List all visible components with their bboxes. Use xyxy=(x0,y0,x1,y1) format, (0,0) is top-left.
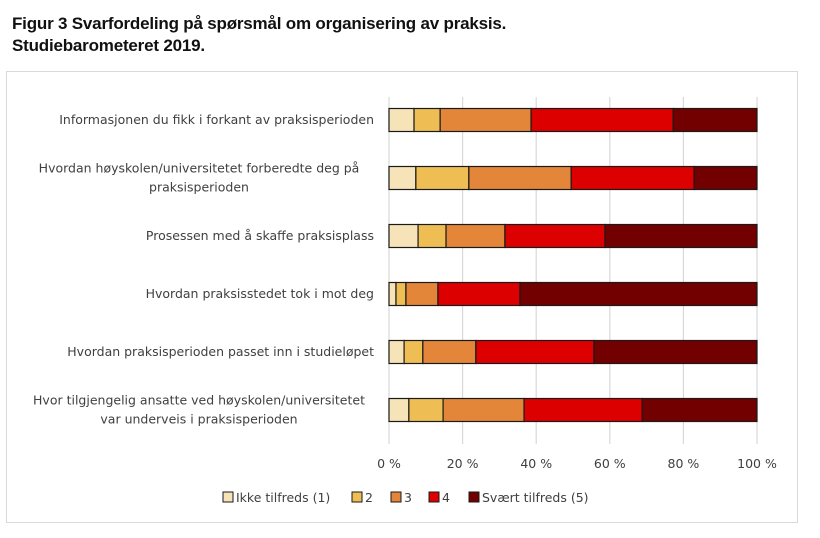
legend-item: 4 xyxy=(428,490,450,505)
bar-segment xyxy=(641,397,758,423)
category-label-line: praksisperioden xyxy=(149,180,249,195)
legend-swatch xyxy=(351,491,363,503)
bar-segment xyxy=(395,281,407,307)
bar-segment xyxy=(388,107,415,133)
legend-swatch xyxy=(390,491,402,503)
legend-label: Ikke tilfreds (1) xyxy=(236,490,330,505)
category-label-line: Hvordan høyskolen/universitetet forbered… xyxy=(39,161,360,176)
x-tick-label: 20 % xyxy=(447,456,479,471)
category-label: Hvor tilgjengelig ansatte ved høyskolen/… xyxy=(33,393,365,427)
bar-segment xyxy=(570,165,695,191)
bar-segment xyxy=(604,223,758,249)
bar-segment xyxy=(388,339,405,365)
bar-segment xyxy=(388,165,417,191)
legend-swatch xyxy=(428,491,440,503)
x-tick-labels: 0 % 20 % 40 % 60 % 80 % 100 % xyxy=(377,456,777,471)
category-label-line: Hvor tilgjengelig ansatte ved høyskolen/… xyxy=(33,393,365,408)
bars xyxy=(388,107,758,423)
category-label-line: Hvordan praksisperioden passet inn i stu… xyxy=(67,344,374,359)
gridlines xyxy=(388,97,758,444)
category-label-line: Informasjonen du fikk i forkant av praks… xyxy=(59,112,374,127)
bar-segment xyxy=(530,107,674,133)
x-tick-label: 40 % xyxy=(520,456,552,471)
bar-segment xyxy=(408,397,444,423)
bar-segment xyxy=(442,397,525,423)
category-label: Hvordan praksisperioden passet inn i stu… xyxy=(67,344,374,359)
x-tick-label: 80 % xyxy=(668,456,700,471)
category-label: Hvordan høyskolen/universitetet forbered… xyxy=(39,161,360,195)
category-label: Prosessen med å skaffe praksisplass xyxy=(146,228,374,243)
bar-segment xyxy=(439,107,532,133)
legend-label: 2 xyxy=(365,490,373,505)
x-tick-label: 100 % xyxy=(737,456,777,471)
legend-label: 4 xyxy=(442,490,450,505)
x-tick-label: 60 % xyxy=(594,456,626,471)
category-label: Hvordan praksisstedet tok i mot deg xyxy=(146,286,374,301)
legend-item: Svært tilfreds (5) xyxy=(468,490,589,505)
bar-segment xyxy=(504,223,606,249)
bar-segment xyxy=(388,397,410,423)
bar-segment xyxy=(523,397,643,423)
legend-swatch xyxy=(222,491,234,503)
bar-segment xyxy=(475,339,595,365)
bar-segment xyxy=(437,281,521,307)
legend-item: Ikke tilfreds (1) xyxy=(222,490,330,505)
bar-segment xyxy=(403,339,424,365)
category-labels: Informasjonen du fikk i forkant av praks… xyxy=(33,112,374,427)
category-label-line: var underveis i praksisperioden xyxy=(100,412,297,427)
bar-segment xyxy=(405,281,439,307)
legend-swatch xyxy=(468,491,480,503)
legend: Ikke tilfreds (1) 2 3 4 Svært tilfreds (5) xyxy=(222,490,589,505)
category-label-line: Prosessen med å skaffe praksisplass xyxy=(146,228,374,243)
category-label: Informasjonen du fikk i forkant av praks… xyxy=(59,112,374,127)
bar-segment xyxy=(519,281,758,307)
bar-segment xyxy=(388,281,397,307)
bar-segment xyxy=(413,107,441,133)
bar-segment xyxy=(415,165,470,191)
bar-segment xyxy=(468,165,572,191)
bar-segment xyxy=(388,223,419,249)
category-label-line: Hvordan praksisstedet tok i mot deg xyxy=(146,286,374,301)
chart-title: Figur 3 Svarfordeling på spørsmål om org… xyxy=(12,13,506,57)
bar-segment xyxy=(417,223,447,249)
chart-title-line-2: Studiebarometeret 2019. xyxy=(12,36,205,55)
bar-segment xyxy=(672,107,758,133)
bar-segment xyxy=(445,223,506,249)
bar-segment xyxy=(693,165,758,191)
chart-title-line-1: Figur 3 Svarfordeling på spørsmål om org… xyxy=(12,14,507,33)
legend-label: Svært tilfreds (5) xyxy=(482,490,589,505)
bar-segment xyxy=(593,339,758,365)
legend-label: 3 xyxy=(404,490,412,505)
x-tick-label: 0 % xyxy=(377,456,401,471)
bar-segment xyxy=(422,339,477,365)
legend-item: 3 xyxy=(390,490,412,505)
legend-item: 2 xyxy=(351,490,373,505)
